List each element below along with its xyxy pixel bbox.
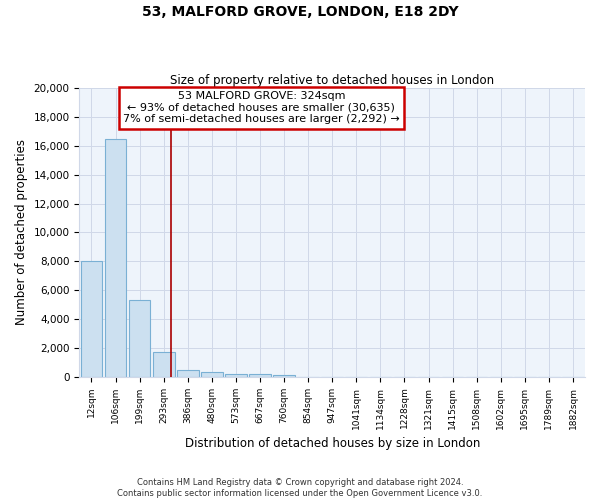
Y-axis label: Number of detached properties: Number of detached properties bbox=[15, 140, 28, 326]
Text: 53 MALFORD GROVE: 324sqm
← 93% of detached houses are smaller (30,635)
7% of sem: 53 MALFORD GROVE: 324sqm ← 93% of detach… bbox=[123, 91, 400, 124]
Text: 53, MALFORD GROVE, LONDON, E18 2DY: 53, MALFORD GROVE, LONDON, E18 2DY bbox=[142, 5, 458, 19]
Bar bbox=[273, 376, 295, 377]
Bar bbox=[201, 372, 223, 377]
Title: Size of property relative to detached houses in London: Size of property relative to detached ho… bbox=[170, 74, 494, 87]
Bar bbox=[129, 300, 151, 377]
Bar bbox=[104, 138, 127, 377]
Bar bbox=[153, 352, 175, 377]
Bar bbox=[80, 262, 102, 377]
Bar bbox=[177, 370, 199, 377]
X-axis label: Distribution of detached houses by size in London: Distribution of detached houses by size … bbox=[185, 437, 480, 450]
Text: Contains HM Land Registry data © Crown copyright and database right 2024.
Contai: Contains HM Land Registry data © Crown c… bbox=[118, 478, 482, 498]
Bar bbox=[249, 374, 271, 377]
Bar bbox=[225, 374, 247, 377]
